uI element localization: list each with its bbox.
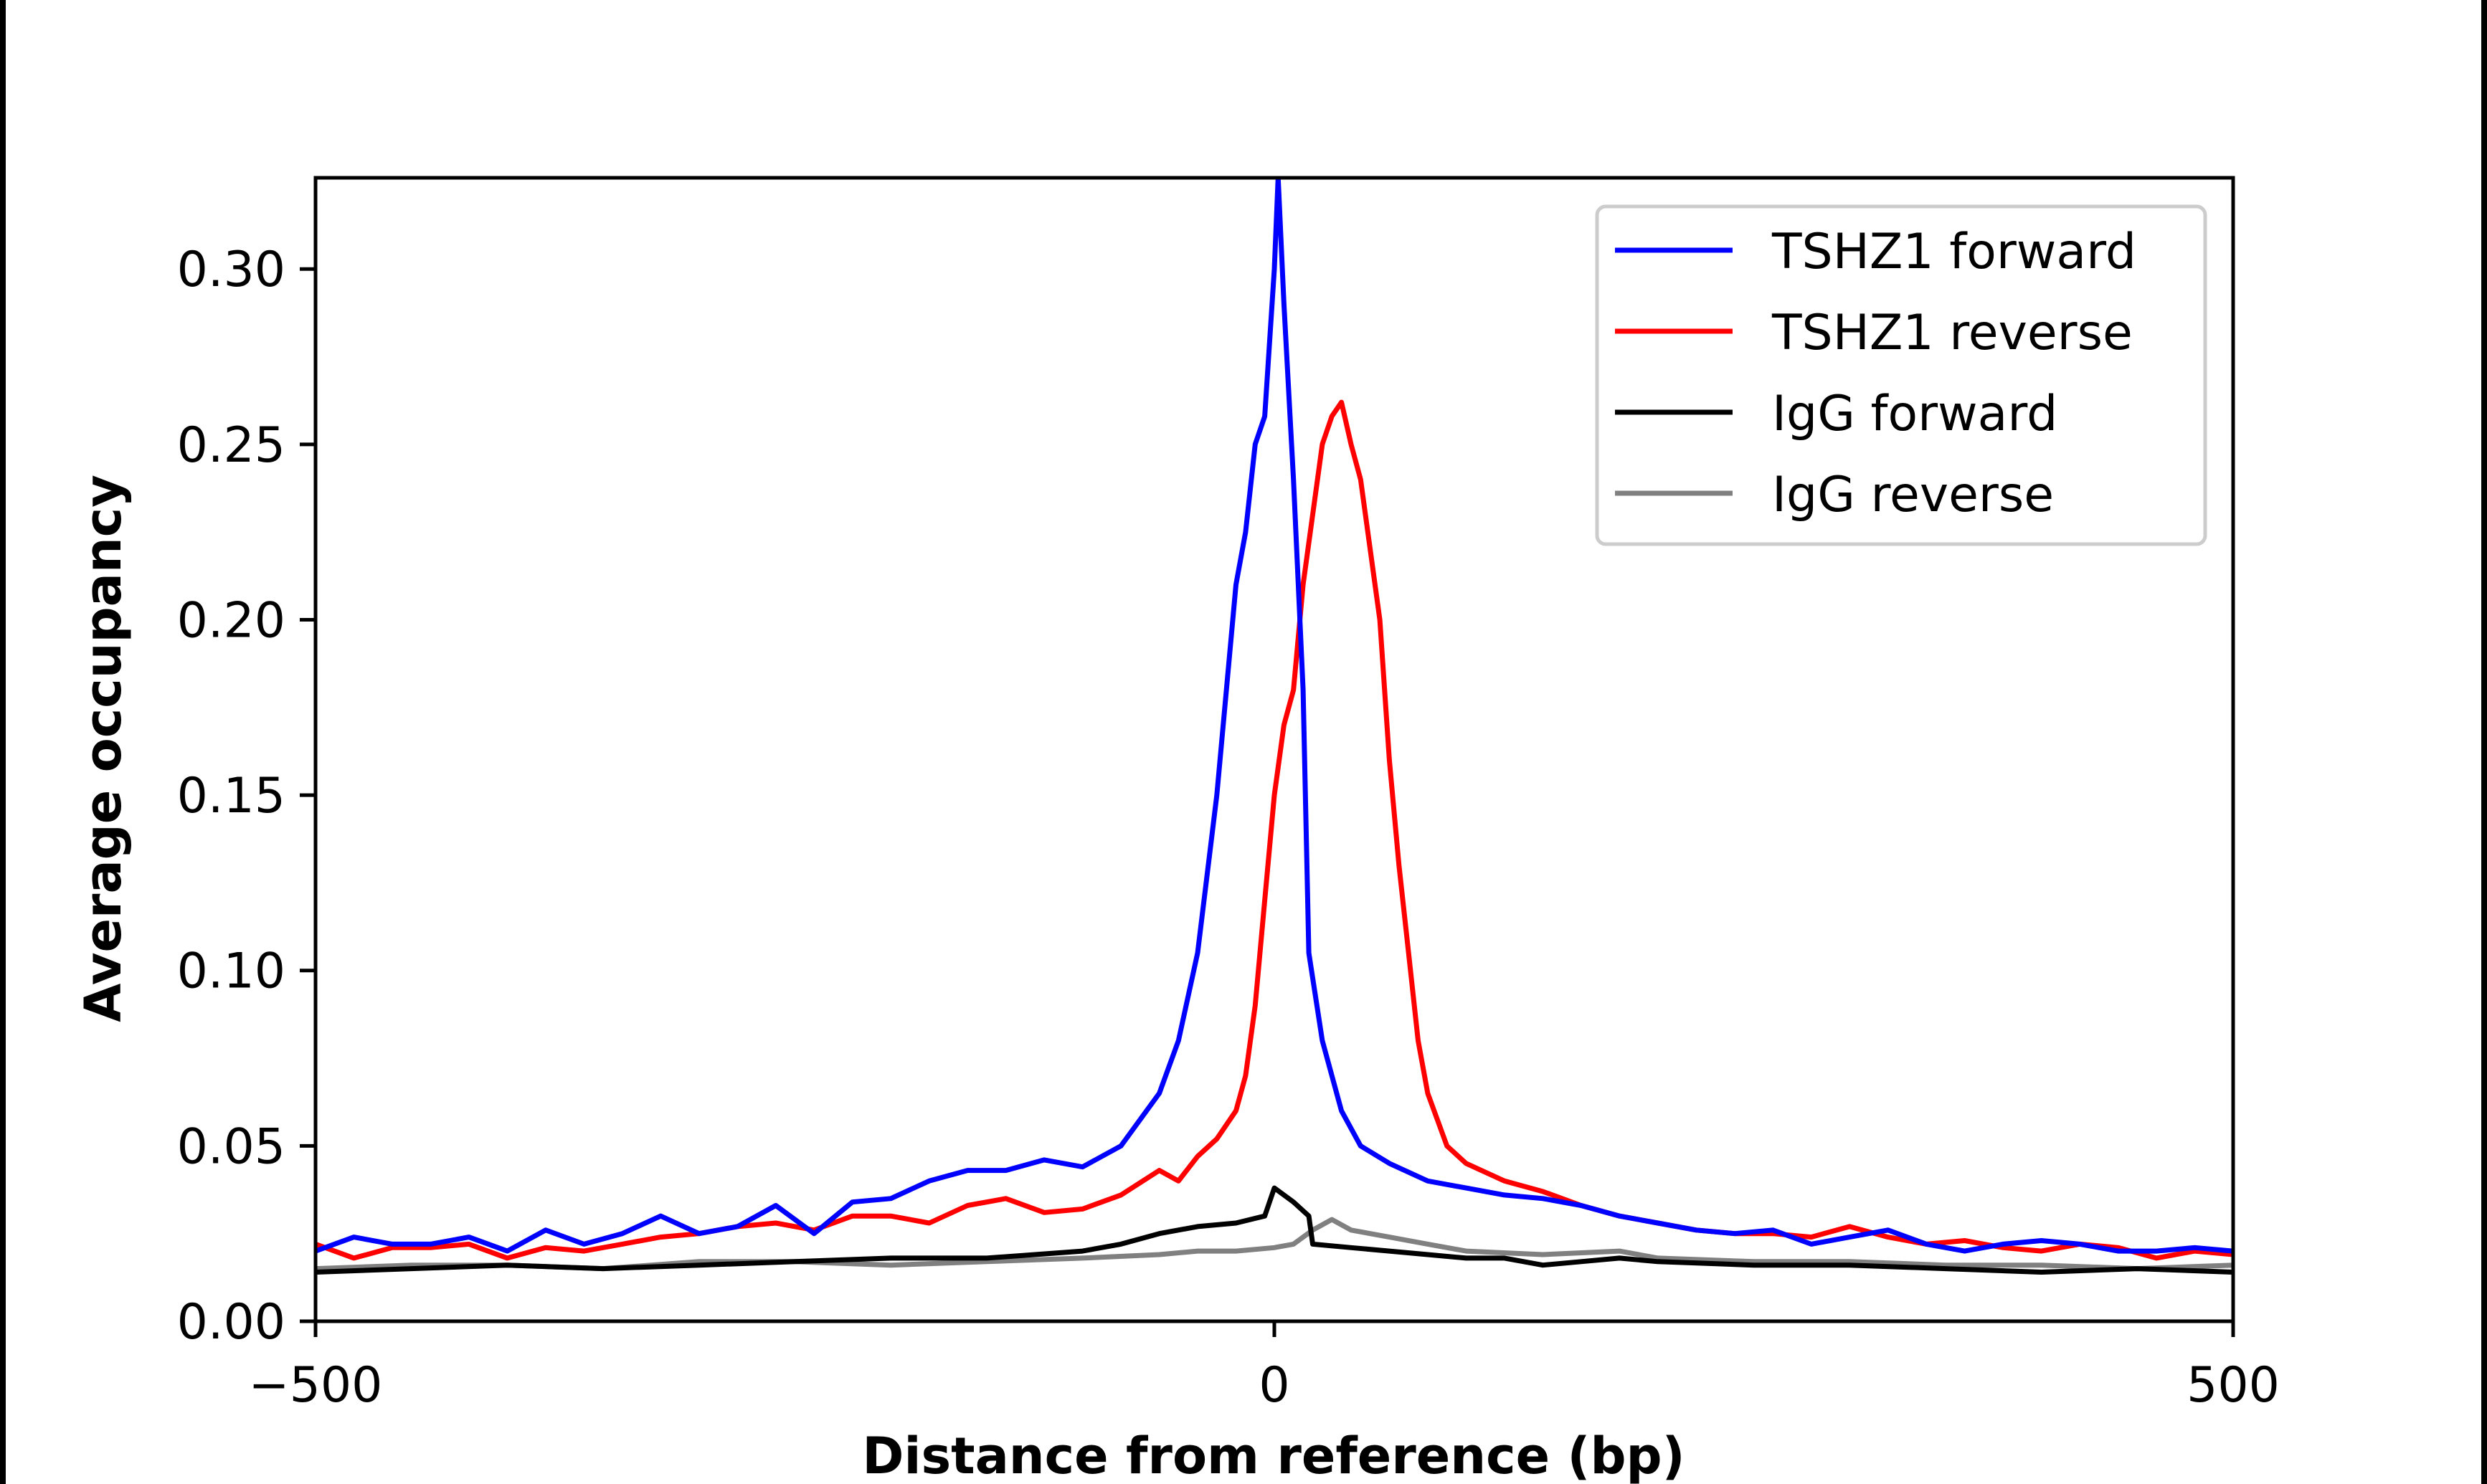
series-layer <box>316 178 2233 1275</box>
legend: TSHZ1 forward TSHZ1 reverse IgG forward IgG… <box>1595 204 2207 546</box>
series-line-0 <box>316 178 2233 1254</box>
legend-label-1: TSHZ1 reverse <box>1771 305 2133 361</box>
legend-label-3: IgG reverse <box>1772 467 2054 523</box>
y-tick-label: 0.00 <box>177 1294 285 1351</box>
x-axis-label: Distance from reference (bp) <box>862 1427 1685 1484</box>
legend-label-2: IgG forward <box>1772 386 2057 442</box>
y-tick-label: 0.30 <box>177 242 285 298</box>
y-tick-label: 0.20 <box>177 592 285 649</box>
left-frame-edge <box>0 0 6 1484</box>
series-line-2 <box>316 1185 2233 1275</box>
x-axis: −500 0 500 <box>249 1321 2280 1414</box>
y-axis: 0.00 0.05 0.10 0.15 0.20 0.25 0.30 <box>177 242 316 1351</box>
legend-label-0: TSHZ1 forward <box>1771 224 2136 280</box>
y-tick-label: 0.05 <box>177 1118 285 1175</box>
y-tick-label: 0.15 <box>177 768 285 824</box>
y-tick-label: 0.25 <box>177 417 285 474</box>
series-line-1 <box>316 399 2233 1261</box>
legend-box <box>1595 204 2207 546</box>
y-axis-label: Average occupancy <box>74 475 133 1022</box>
y-tick-label: 0.10 <box>177 943 285 1000</box>
x-tick-label: 500 <box>2187 1357 2280 1414</box>
x-tick-label: 0 <box>1259 1357 1289 1414</box>
right-frame-edge <box>2481 0 2487 1484</box>
x-tick-label: −500 <box>249 1357 383 1414</box>
